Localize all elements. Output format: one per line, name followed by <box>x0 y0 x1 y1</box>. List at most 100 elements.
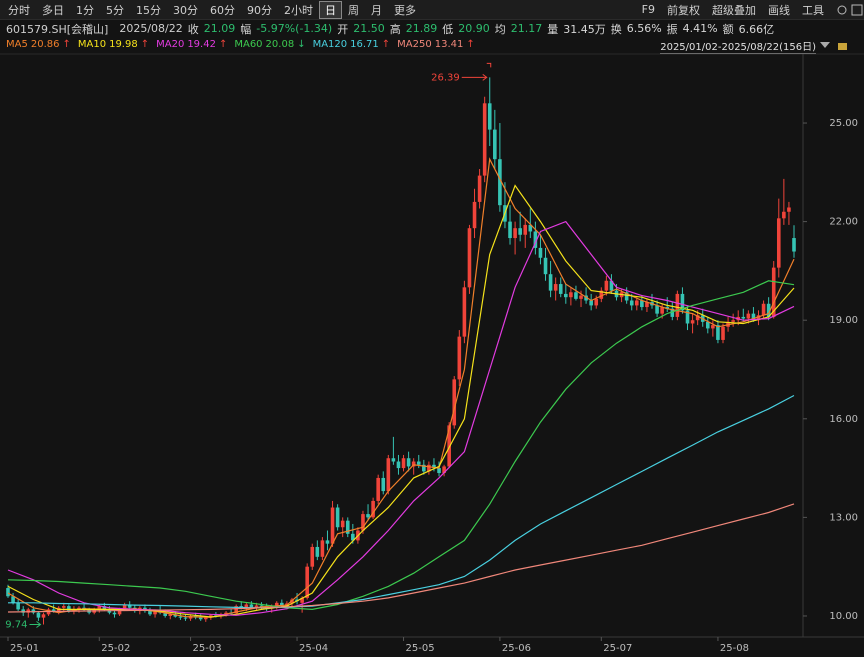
period-tab[interactable]: 90分 <box>247 3 272 17</box>
candle-body <box>579 295 583 299</box>
legend-value: 20.08 <box>265 39 295 50</box>
candle-body <box>325 540 330 544</box>
candle-body <box>351 533 355 541</box>
candle-body <box>432 464 436 469</box>
candle-body <box>280 602 284 607</box>
candle-body <box>493 129 497 160</box>
candle-body <box>376 477 380 501</box>
quote-label: 幅 <box>240 22 252 36</box>
y-tick-label: 19.00 <box>829 315 858 326</box>
candle-body <box>143 607 147 612</box>
ma-line <box>7 503 795 613</box>
candle-body <box>604 280 609 291</box>
candle-body <box>193 615 198 618</box>
period-tab[interactable]: 分时 <box>8 3 30 17</box>
candle-body <box>442 466 446 474</box>
period-tab[interactable]: 5分 <box>106 3 124 17</box>
candle-body <box>594 298 599 306</box>
period-tab[interactable]: 更多 <box>394 3 416 17</box>
candle-body <box>234 606 238 614</box>
x-tick-label: 25-02 <box>101 643 130 654</box>
quote-value: 6.56% <box>626 22 662 35</box>
tool-button[interactable]: 工具 <box>802 3 824 17</box>
candle-body <box>670 308 675 317</box>
period-tab[interactable]: 多日 <box>42 3 64 17</box>
period-tab[interactable]: 15分 <box>136 3 161 17</box>
tool-button[interactable]: 前复权 <box>667 3 700 17</box>
x-tick-label: 25-05 <box>406 643 435 654</box>
candle-body <box>239 606 244 608</box>
quote-label: 额 <box>722 22 734 36</box>
candle-body <box>6 588 10 597</box>
candle-body <box>264 606 269 609</box>
candle-body <box>102 606 107 610</box>
candle-body <box>310 546 315 567</box>
candle-body <box>330 507 335 544</box>
legend-name: MA250 <box>397 39 432 50</box>
settings-icon[interactable] <box>837 5 847 14</box>
tool-button[interactable]: 超级叠加 <box>712 3 756 17</box>
candle-body <box>46 609 51 615</box>
candle-body <box>756 315 761 321</box>
candle-body <box>219 614 223 616</box>
candle-body <box>452 379 457 426</box>
candle-body <box>690 320 695 324</box>
period-tab[interactable]: 60分 <box>210 3 235 17</box>
candle-body <box>726 321 730 327</box>
legend-value: 20.86 <box>30 39 60 50</box>
period-tab[interactable]: 周 <box>348 3 359 17</box>
tool-button[interactable]: F9 <box>641 3 655 16</box>
candle-body <box>487 103 492 130</box>
candle-body <box>56 607 61 612</box>
quote-value: 4.41% <box>682 22 718 35</box>
candle-body <box>569 292 573 298</box>
candle-body <box>467 228 472 288</box>
candle-body <box>716 325 720 340</box>
quote-label: 低 <box>442 22 454 36</box>
candle-body <box>285 603 289 607</box>
y-tick-label: 13.00 <box>829 512 858 523</box>
period-tab[interactable]: 2小时 <box>284 3 313 17</box>
min-arrow-head <box>36 621 42 628</box>
candle-body <box>315 546 320 557</box>
quote-label: 开 <box>337 22 349 36</box>
period-tab[interactable]: 月 <box>371 3 382 17</box>
candle-body <box>721 326 725 340</box>
quote-label: 均 <box>494 22 506 36</box>
legend-name: MA5 <box>6 39 28 50</box>
range-label[interactable]: 2025/01/02-2025/08/22(156日) <box>660 38 816 54</box>
candle-body <box>132 607 137 612</box>
x-tick-label: 25-08 <box>720 643 749 654</box>
candle-body <box>229 612 233 614</box>
candle-body <box>528 224 533 232</box>
candle-body <box>564 293 568 298</box>
layout-icon[interactable] <box>851 4 863 15</box>
min-label: 9.74 <box>5 620 27 631</box>
period-tab[interactable]: 日 <box>319 0 342 19</box>
legend-trend: ↓ <box>297 39 306 50</box>
candle-body <box>295 599 299 602</box>
legend-name: MA60 <box>234 39 263 50</box>
candle-body <box>127 604 132 608</box>
candle-body <box>269 606 274 609</box>
candle-body <box>640 300 644 308</box>
candle-body <box>675 293 680 317</box>
candle-body <box>457 336 462 380</box>
period-tab[interactable]: 30分 <box>173 3 198 17</box>
candle-body <box>711 325 715 329</box>
candle-body <box>72 609 76 612</box>
candle-body <box>26 609 31 613</box>
legend-trend: ↑ <box>381 39 391 50</box>
candle-body <box>771 267 776 317</box>
tool-button[interactable]: 画线 <box>768 3 790 17</box>
legend-name: MA10 <box>77 39 107 50</box>
candle-body <box>97 606 102 610</box>
period-tab[interactable]: 1分 <box>76 3 94 17</box>
y-tick-label: 10.00 <box>829 611 858 622</box>
quote-label: 收 <box>187 22 199 36</box>
candle-body <box>92 609 97 613</box>
candle-body <box>705 321 710 329</box>
candle-body <box>356 530 360 541</box>
candle-body <box>401 458 406 469</box>
